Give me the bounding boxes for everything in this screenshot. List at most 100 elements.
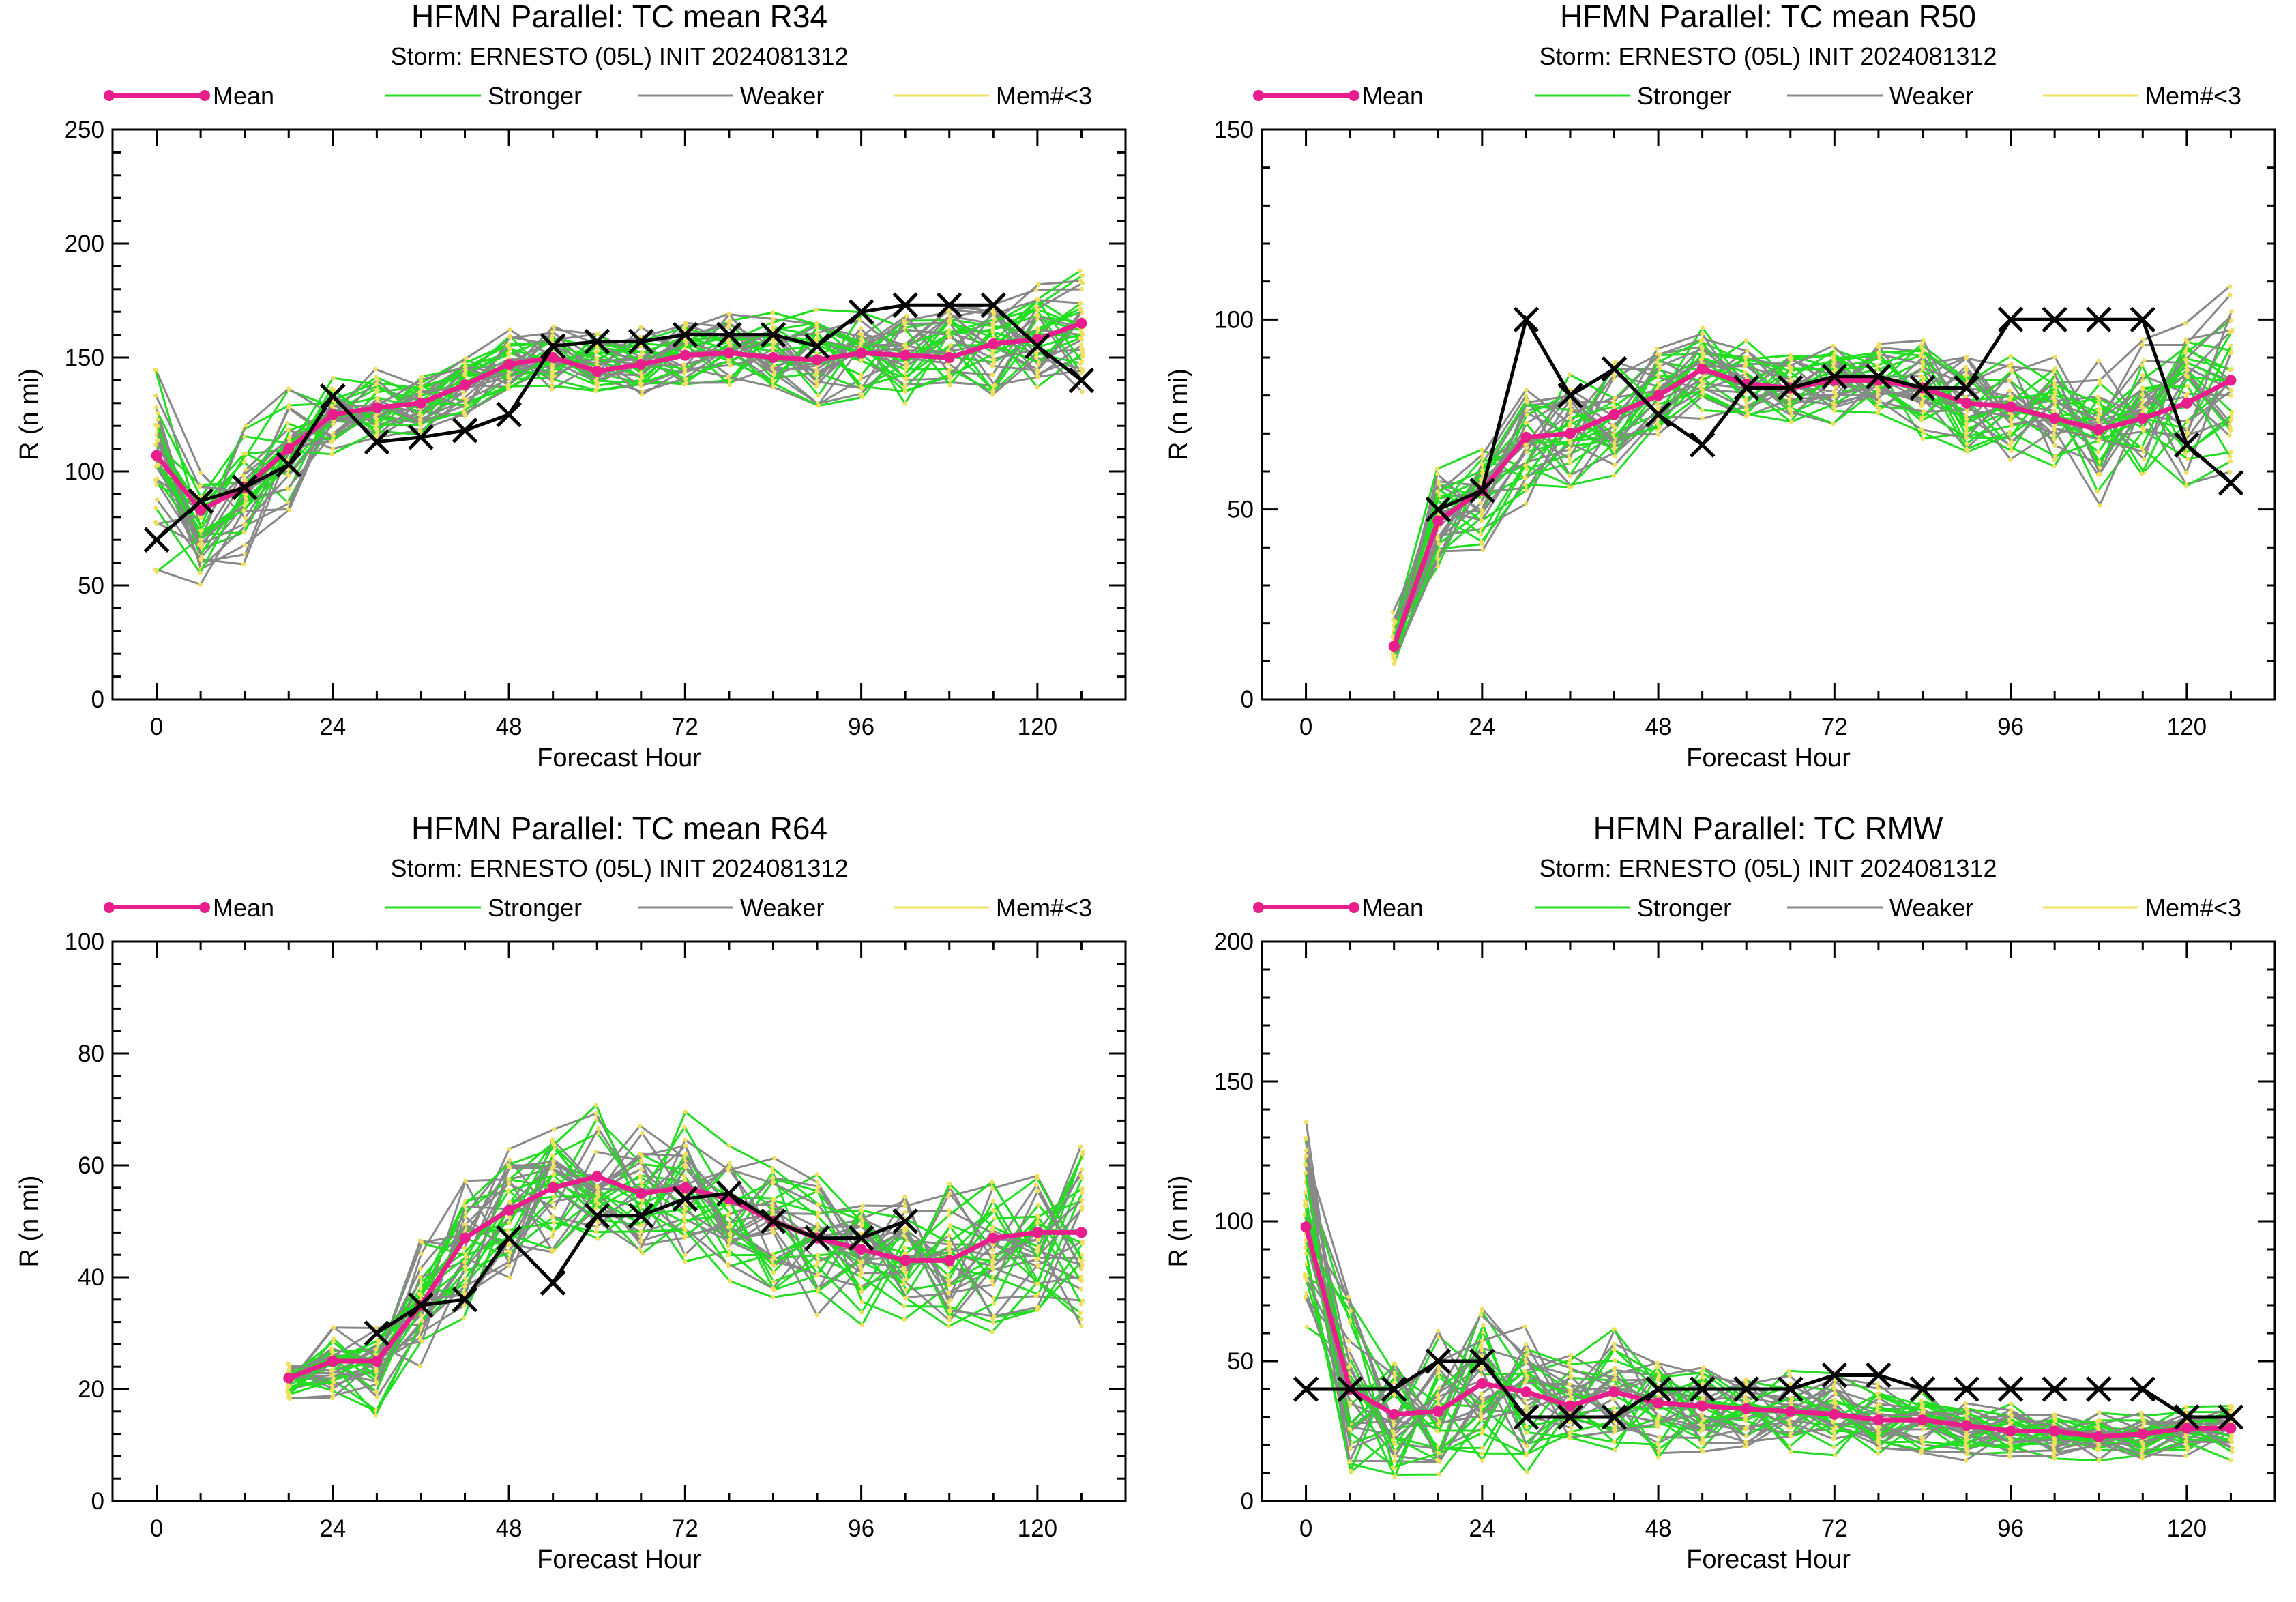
mean-point	[900, 1255, 911, 1266]
mean-point	[1696, 1400, 1708, 1412]
member-point	[990, 1225, 995, 1229]
member-point	[858, 326, 864, 331]
member-point	[1964, 416, 1969, 422]
member-point	[904, 1251, 909, 1256]
member-point	[990, 1264, 995, 1269]
member-point	[1568, 1396, 1574, 1401]
member-point	[947, 1233, 952, 1238]
member-point	[595, 1186, 600, 1191]
member-point	[1656, 423, 1661, 428]
member-point	[1657, 1446, 1662, 1452]
member-point	[1080, 1240, 1085, 1246]
member-point	[1611, 399, 1616, 405]
x-tick-label: 72	[672, 1515, 698, 1542]
member-point	[1078, 268, 1083, 273]
observed-marker	[1733, 1376, 1759, 1402]
member-point	[1611, 1327, 1616, 1332]
member-point	[2185, 419, 2190, 424]
mean-point	[900, 349, 911, 361]
member-point	[2139, 471, 2144, 477]
member-point	[1392, 1459, 1397, 1463]
member-point	[1568, 1353, 1573, 1358]
member-point	[1655, 432, 1660, 437]
mean-point	[1476, 1378, 1488, 1389]
member-point	[1612, 446, 1617, 450]
member-point	[1789, 419, 1794, 424]
member-point	[2096, 438, 2101, 443]
member-point	[1701, 1437, 1705, 1442]
member-point	[2184, 1444, 2190, 1449]
member-point	[549, 387, 555, 392]
mean-point	[1076, 1227, 1087, 1238]
mean-point	[2049, 1425, 2061, 1437]
member-point	[769, 1227, 775, 1232]
member-point	[1964, 407, 1970, 412]
member-point	[1655, 360, 1660, 365]
member-point	[2052, 437, 2057, 442]
member-point	[1610, 423, 1615, 428]
member-point	[1611, 1406, 1616, 1410]
member-point	[593, 1229, 599, 1234]
member-point	[1035, 1248, 1040, 1253]
member-point	[947, 1315, 952, 1320]
observed-marker	[716, 1180, 742, 1206]
legend-mean-label: Mean	[213, 82, 274, 110]
member-point	[1036, 1244, 1041, 1249]
observed-marker	[452, 1287, 478, 1313]
member-point	[1920, 366, 1925, 370]
mean-point	[988, 338, 999, 349]
member-point	[1568, 447, 1573, 452]
member-point	[153, 393, 158, 398]
member-point	[682, 1202, 688, 1207]
member-point	[1877, 341, 1882, 347]
member-point	[244, 467, 248, 472]
member-point	[1699, 378, 1704, 383]
member-point	[1478, 501, 1484, 506]
member-point	[2053, 390, 2058, 394]
member-point	[1832, 1386, 1837, 1391]
member-point	[639, 373, 644, 378]
y-tick-label: 150	[1214, 1068, 1254, 1095]
member-point	[1036, 360, 1042, 365]
member-point	[770, 1166, 775, 1171]
member-point	[1831, 421, 1836, 426]
member-point	[1524, 1353, 1529, 1358]
member-point	[1479, 1345, 1484, 1350]
member-point	[990, 1186, 995, 1191]
x-axis-label: Forecast Hour	[537, 1545, 701, 1574]
member-point	[329, 403, 335, 409]
member-point	[2052, 443, 2057, 448]
chart-panel-r50: HFMN Parallel: TC mean R50 Storm: ERNESTO…	[1164, 0, 2276, 772]
member-point	[198, 557, 203, 562]
member-point	[286, 1367, 292, 1371]
member-point	[1080, 351, 1085, 355]
member-point	[286, 1383, 291, 1388]
observed-marker	[231, 474, 258, 501]
x-tick-label: 120	[1018, 714, 1057, 740]
member-point	[816, 1202, 821, 1207]
member-point	[1480, 1458, 1485, 1463]
observed-marker	[1997, 306, 2024, 333]
member-point	[770, 378, 776, 383]
observed-marker	[408, 424, 434, 450]
member-point	[1919, 392, 1924, 397]
observed-marker	[672, 321, 698, 348]
member-point	[1525, 1406, 1529, 1412]
mean-point	[371, 402, 383, 413]
observed-marker	[804, 333, 830, 360]
member-point	[374, 1395, 380, 1399]
member-point	[462, 1284, 467, 1289]
observed-marker	[672, 1186, 698, 1212]
member-point	[1480, 1338, 1485, 1343]
member-point	[1436, 1371, 1441, 1375]
member-point	[2227, 469, 2233, 474]
member-point	[1080, 390, 1085, 394]
member-point	[1964, 355, 1969, 361]
legend-mean-label: Mean	[213, 894, 274, 922]
member-point	[682, 1154, 687, 1159]
member-point	[902, 1317, 907, 1322]
member-point	[1919, 374, 1924, 379]
member-point	[2095, 418, 2101, 422]
member-point	[244, 423, 248, 428]
member-point	[1390, 1465, 1396, 1470]
